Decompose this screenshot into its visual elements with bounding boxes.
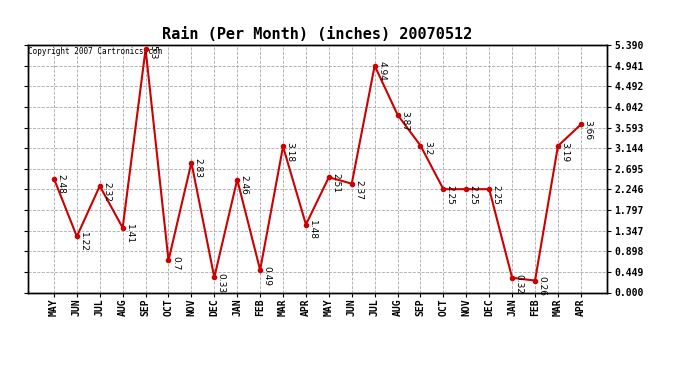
Text: 1.22: 1.22: [79, 232, 88, 252]
Text: 2.32: 2.32: [102, 182, 111, 202]
Text: 1.48: 1.48: [308, 220, 317, 240]
Text: Copyright 2007 Cartronics.com: Copyright 2007 Cartronics.com: [28, 48, 162, 57]
Text: 2.46: 2.46: [239, 176, 248, 195]
Text: 4.94: 4.94: [377, 62, 386, 81]
Text: 0.7: 0.7: [171, 256, 180, 271]
Text: 3.19: 3.19: [560, 142, 569, 162]
Title: Rain (Per Month) (inches) 20070512: Rain (Per Month) (inches) 20070512: [162, 27, 473, 42]
Text: 0.33: 0.33: [217, 273, 226, 293]
Text: 2.25: 2.25: [446, 185, 455, 205]
Text: 2.83: 2.83: [194, 158, 203, 178]
Text: 2.48: 2.48: [57, 174, 66, 194]
Text: 2.25: 2.25: [469, 185, 477, 205]
Text: 3.87: 3.87: [400, 111, 409, 131]
Text: 0.49: 0.49: [263, 266, 272, 286]
Text: 3.18: 3.18: [286, 142, 295, 162]
Text: 2.25: 2.25: [492, 185, 501, 205]
Text: 3.2: 3.2: [423, 141, 432, 156]
Text: 1.41: 1.41: [125, 224, 134, 244]
Text: 2.37: 2.37: [354, 180, 363, 200]
Text: 3.66: 3.66: [583, 120, 592, 140]
Text: 0.26: 0.26: [538, 276, 546, 296]
Text: 0.32: 0.32: [515, 274, 524, 294]
Text: 5.3: 5.3: [148, 45, 157, 59]
Text: 2.51: 2.51: [331, 173, 340, 193]
